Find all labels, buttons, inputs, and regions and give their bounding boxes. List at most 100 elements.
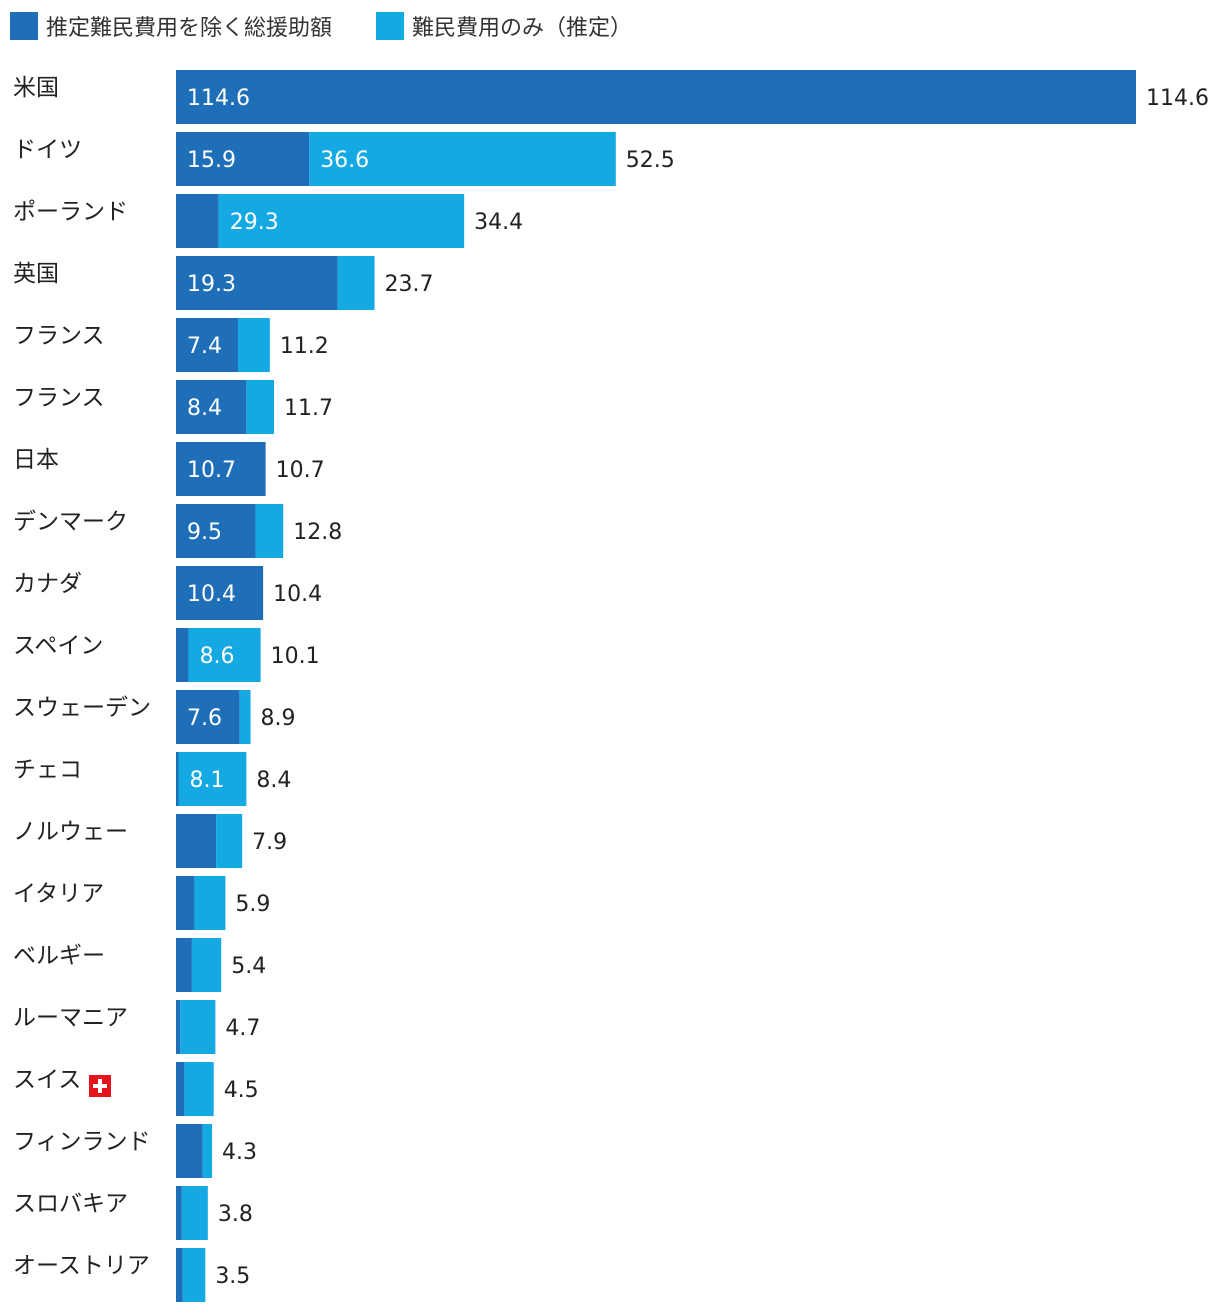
bar-segment-refugee-cost [255, 504, 284, 558]
bar-segment-refugee-cost [184, 1062, 214, 1116]
bar-segment-total-aid [176, 1124, 203, 1178]
bar-segment-total-aid [176, 504, 256, 558]
data-label-total: 11.7 [284, 396, 333, 421]
bar-row: スウェーデン 7.6 8.9 [13, 690, 296, 744]
data-label-total-aid: 10.4 [187, 582, 236, 607]
swiss-flag-icon [89, 1075, 111, 1097]
legend-label-refugee-cost: 難民費用のみ（推定） [412, 16, 632, 41]
bar-segment-refugee-cost [181, 1186, 208, 1240]
bar-segment-total-aid [176, 876, 195, 930]
bar-segment-total-aid [176, 442, 266, 496]
data-label-total-aid: 9.5 [187, 520, 222, 545]
bar-row: オーストリア 3.5 [13, 1248, 250, 1302]
data-label-total: 4.7 [225, 1016, 260, 1041]
bar-segment-total-aid [176, 380, 247, 434]
bar-row: ルーマニア 4.7 [13, 1000, 260, 1054]
legend-label-total-aid: 推定難民費用を除く総援助額 [46, 16, 332, 41]
category-label: スペイン [13, 633, 103, 659]
bar-segment-refugee-cost [202, 1124, 213, 1178]
bar-segment-refugee-cost [182, 1248, 206, 1302]
data-label-total: 8.9 [261, 706, 296, 731]
bar-row: 英国 19.3 23.7 [13, 256, 434, 310]
bar-row: フィンランド 4.3 [13, 1124, 257, 1178]
data-label-total-aid: 7.4 [187, 334, 222, 359]
bar-segment-total-aid [176, 938, 192, 992]
data-label-refugee-cost: 8.6 [200, 644, 235, 669]
data-label-total: 5.4 [231, 954, 266, 979]
category-label: オーストリア [13, 1253, 150, 1279]
bar-segment-total-aid [176, 1248, 183, 1302]
bar-row: 日本 10.7 10.7 [13, 442, 325, 496]
bar-segment-total-aid [176, 1062, 185, 1116]
bar-segment-total-aid [176, 1000, 181, 1054]
category-label: ドイツ [13, 137, 82, 163]
category-label: デンマーク [13, 509, 128, 535]
bar-segment-total-aid [176, 132, 310, 186]
category-label: スウェーデン [13, 695, 151, 721]
bar-row: ベルギー 5.4 [13, 938, 266, 992]
bar-segment-refugee-cost [237, 318, 270, 372]
data-label-total: 12.8 [293, 520, 342, 545]
bar-segment-total-aid [176, 752, 179, 806]
legend-swatch-total-aid [10, 12, 38, 40]
data-label-total: 34.4 [474, 210, 523, 235]
bar-row: ノルウェー 7.9 [13, 814, 287, 868]
category-label: スイス [13, 1067, 81, 1093]
bar-row: スイス 4.5 [13, 1062, 259, 1116]
bar-segment-refugee-cost [180, 1000, 216, 1054]
category-label: カナダ [13, 571, 82, 597]
legend: 推定難民費用を除く総援助額 難民費用のみ（推定） [10, 12, 632, 41]
data-label-total-aid: 10.7 [187, 458, 236, 483]
category-label: 英国 [13, 261, 59, 287]
bar-row: フランス 7.4 11.2 [13, 318, 329, 372]
bar-segment-total-aid [176, 690, 240, 744]
category-label: チェコ [13, 757, 82, 783]
category-label: フィンランド [13, 1129, 151, 1155]
data-label-total: 10.1 [271, 644, 320, 669]
chart-rows: 米国 114.6 114.6 ドイツ 15.9 36.6 52.5 ポーランド 29.3 34.4… [13, 70, 1209, 1302]
bar-row: スペイン 8.6 10.1 [13, 628, 320, 682]
bar-row: デンマーク 9.5 12.8 [13, 504, 342, 558]
data-label-refugee-cost: 29.3 [230, 210, 279, 235]
bar-segment-total-aid [176, 1186, 182, 1240]
bar-row: ポーランド 29.3 34.4 [13, 194, 523, 248]
bar-row: カナダ 10.4 10.4 [13, 566, 322, 620]
bar-segment-refugee-cost [246, 380, 275, 434]
bar-segment-total-aid [176, 566, 264, 620]
category-label: 日本 [13, 447, 59, 473]
data-label-total-aid: 19.3 [187, 272, 236, 297]
bar-segment-total-aid [176, 256, 338, 310]
bar-segment-refugee-cost [309, 132, 616, 186]
bar-segment-refugee-cost [337, 256, 375, 310]
bar-segment-total-aid [176, 814, 217, 868]
bar-row: チェコ 8.1 8.4 [13, 752, 291, 806]
data-label-total-aid: 114.6 [187, 86, 250, 111]
category-label: ポーランド [13, 199, 128, 225]
data-label-total: 10.4 [273, 582, 322, 607]
data-label-total: 3.5 [215, 1264, 250, 1289]
data-label-total: 52.5 [626, 148, 675, 173]
data-label-total: 10.7 [276, 458, 325, 483]
bar-row: 米国 114.6 114.6 [13, 70, 1209, 124]
category-label: フランス [13, 323, 105, 349]
bar-segment-refugee-cost [178, 752, 247, 806]
bar-segment-refugee-cost [194, 876, 226, 930]
data-label-total: 4.3 [222, 1140, 257, 1165]
bar-row: ドイツ 15.9 36.6 52.5 [13, 132, 675, 186]
data-label-total: 11.2 [280, 334, 329, 359]
data-label-total: 114.6 [1146, 86, 1209, 111]
data-label-refugee-cost: 36.6 [320, 148, 369, 173]
bar-row: イタリア 5.9 [13, 876, 270, 930]
data-label-refugee-cost: 8.1 [190, 768, 225, 793]
category-label: イタリア [13, 881, 104, 907]
category-label: ノルウェー [13, 819, 128, 845]
data-label-total: 7.9 [252, 830, 287, 855]
bar-segment-total-aid [176, 70, 1136, 124]
bar-segment-refugee-cost [218, 194, 465, 248]
bar-segment-total-aid [176, 194, 219, 248]
data-label-total-aid: 8.4 [187, 396, 222, 421]
category-label: ベルギー [13, 943, 105, 969]
category-label: フランス [13, 385, 105, 411]
bar-row: スロバキア 3.8 [13, 1186, 253, 1240]
